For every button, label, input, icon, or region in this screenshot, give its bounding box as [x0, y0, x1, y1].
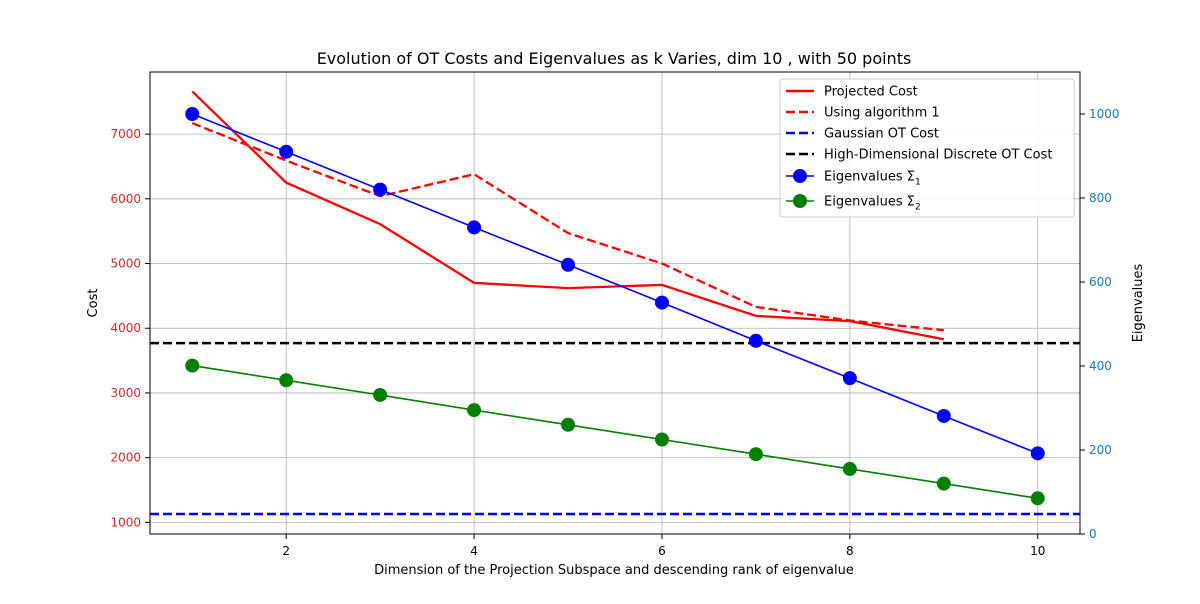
legend-swatch-marker	[793, 169, 807, 183]
chart-title: Evolution of OT Costs and Eigenvalues as…	[317, 49, 912, 68]
y-axis-label-right: Eigenvalues	[1131, 263, 1146, 342]
data-point-eigenvalues-2	[561, 417, 576, 432]
y-tick-label-right: 400	[1089, 359, 1112, 373]
y-tick-label-right: 200	[1089, 443, 1112, 457]
y-tick-label-left: 4000	[110, 321, 141, 335]
legend: Projected Cost Using algorithm 1 Gaussian …	[779, 78, 1075, 218]
data-point-eigenvalues-2	[467, 403, 482, 418]
x-tick-label: 2	[282, 544, 290, 558]
x-tick-label: 4	[470, 544, 478, 558]
x-axis-label: Dimension of the Projection Subspace and…	[374, 563, 854, 578]
legend-label: Projected Cost	[824, 85, 918, 100]
series-line-eigenvalues-2	[192, 364, 1038, 500]
reference-lines	[150, 341, 1080, 516]
series-line-projected-cost	[191, 90, 945, 341]
legend-label: Using algorithm 1	[824, 106, 940, 121]
legend-label: Gaussian OT Cost	[824, 127, 939, 142]
data-point-eigenvalues-1	[279, 144, 294, 159]
x-tick-label: 10	[1030, 544, 1045, 558]
data-point-eigenvalues-1	[185, 107, 200, 121]
data-point-eigenvalues-2	[279, 373, 294, 388]
data-point-eigenvalues-2	[654, 432, 669, 447]
y-tick-label-left: 1000	[110, 515, 141, 529]
y-axis-label-left: Cost	[86, 289, 101, 318]
legend-label-subscript: 1	[915, 178, 921, 188]
data-point-eigenvalues-1	[748, 333, 763, 348]
data-point-eigenvalues-2	[936, 476, 951, 491]
y-tick-label-right: 0	[1089, 527, 1097, 541]
data-point-eigenvalues-1	[654, 295, 669, 310]
y-tick-label-right: 1000	[1089, 107, 1120, 121]
data-point-eigenvalues-2	[748, 447, 763, 462]
y-tick-label-right: 600	[1089, 275, 1112, 289]
data-point-eigenvalues-1	[373, 182, 388, 197]
x-tick-label: 6	[658, 544, 666, 558]
data-point-eigenvalues-2	[185, 358, 200, 373]
y-tick-label-left: 5000	[110, 257, 141, 271]
legend-label: Eigenvalues Σ2	[824, 195, 921, 213]
y-tick-label-left: 2000	[110, 451, 141, 465]
legend-label: Eigenvalues Σ1	[824, 170, 921, 188]
axes: 2 4 6 8 10 1000 2000 3000 4000 5000 6000 7000 0 200 40…	[110, 71, 1120, 558]
data-point-eigenvalues-1	[467, 220, 482, 235]
legend-label: High-Dimensional Discrete OT Cost	[824, 148, 1052, 163]
data-point-eigenvalues-1	[936, 408, 951, 423]
data-point-eigenvalues-1	[1030, 446, 1045, 461]
data-point-eigenvalues-1	[561, 257, 576, 272]
plot-frame	[149, 71, 1081, 535]
data-point-eigenvalues-2	[373, 387, 388, 402]
data-point-eigenvalues-2	[842, 461, 857, 476]
data-point-eigenvalues-2	[1030, 491, 1045, 506]
series-line-eigenvalues-1	[192, 113, 1038, 455]
y-tick-label-left: 6000	[110, 192, 141, 206]
data-point-eigenvalues-1	[842, 371, 857, 386]
y-tick-label-left: 7000	[110, 127, 141, 141]
series-line-using-algorithm-1	[191, 122, 944, 332]
legend-box	[779, 78, 1075, 218]
y-tick-label-right: 800	[1089, 191, 1112, 205]
legend-swatch-marker	[793, 194, 807, 208]
y-tick-label-left: 3000	[110, 386, 141, 400]
legend-label-subscript: 2	[915, 203, 921, 213]
x-tick-label: 8	[846, 544, 854, 558]
series-layer	[185, 90, 1045, 506]
